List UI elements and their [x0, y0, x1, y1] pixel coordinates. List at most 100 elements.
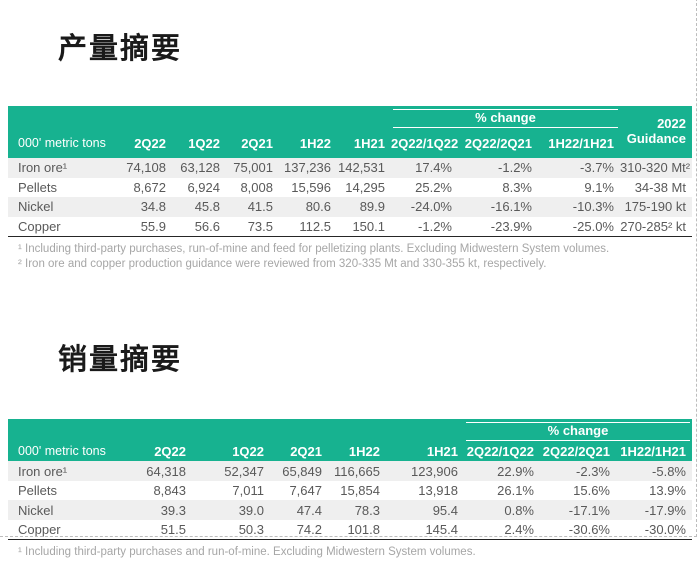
pct-change-label: % change [466, 422, 690, 442]
column-header-row: 000' metric tons 2Q22 1Q22 2Q21 1H22 1H2… [8, 441, 692, 462]
data-cell: 14,295 [345, 179, 385, 195]
sales-summary-table-wrap: % change 000' metric tons 2Q22 1Q22 2Q21… [8, 419, 699, 560]
table-row-iron-ore: Iron ore¹ 74,108 63,128 75,001 137,236 1… [8, 158, 692, 178]
data-cell: 7,011 [232, 483, 264, 499]
pct-change-header-cell: % change [464, 419, 692, 442]
data-cell: -1.2% [418, 218, 452, 234]
table-row-pellets: Pellets 8,843 7,011 7,647 15,854 13,918 … [8, 480, 692, 501]
data-cell: 39.0 [238, 502, 264, 518]
data-cell: -17.9% [644, 502, 686, 518]
data-cell: 270-285² kt [620, 218, 686, 234]
data-cell: 13,918 [418, 483, 458, 499]
data-cell: 101.8 [347, 522, 380, 538]
data-cell: 26.1% [497, 483, 534, 499]
data-cell: 9.1% [584, 179, 614, 195]
data-cell: 47.4 [296, 502, 322, 518]
column-header: 2Q22 [112, 128, 172, 158]
data-cell: 45.8 [194, 199, 220, 215]
production-summary-title: 产量摘要 [58, 31, 183, 65]
column-header: 1H22/1H21 [538, 128, 620, 158]
column-header: 1Q22 [192, 441, 270, 462]
guidance-column-header: 2022 Guidance [620, 106, 692, 158]
sales-footnotes: ¹ Including third-party purchases and ru… [18, 545, 699, 560]
data-cell: 89.9 [359, 199, 385, 215]
data-cell: 15.6% [573, 483, 610, 499]
data-cell: 95.4 [432, 502, 458, 518]
production-summary-table-wrap: % change 2022 Guidance 000' metric tons … [8, 106, 699, 272]
row-label: Pellets [18, 179, 58, 195]
column-header: 2Q22/2Q21 [458, 128, 538, 158]
header-spacer [8, 106, 391, 128]
data-cell: 13.9% [649, 483, 686, 499]
data-cell: 52,347 [224, 463, 264, 479]
pct-change-label: % change [393, 109, 618, 128]
column-header: 2Q22/2Q21 [540, 441, 616, 462]
row-label: Iron ore¹ [18, 463, 68, 479]
data-cell: -30.0% [644, 522, 686, 538]
column-header-row: 000' metric tons 2Q22 1Q22 2Q21 1H22 1H2… [8, 128, 692, 158]
row-label: Copper [18, 522, 61, 538]
column-header: 2Q22/1Q22 [391, 128, 458, 158]
data-cell: 6,924 [187, 179, 220, 195]
sales-summary-section: 销量摘要 % change 000' metric tons 2Q22 1Q22 [0, 272, 699, 560]
pct-change-band-row: % change [8, 419, 692, 442]
data-cell: 39.3 [160, 502, 186, 518]
data-cell: 41.5 [247, 199, 273, 215]
data-cell: 112.5 [299, 218, 331, 234]
table-row-copper: Copper 55.9 56.6 73.5 112.5 150.1 -1.2% … [8, 216, 692, 237]
column-header: 1H21 [386, 441, 464, 462]
data-cell: 34.8 [140, 199, 166, 215]
data-cell: -1.2% [498, 160, 532, 176]
data-cell: 63,128 [180, 160, 220, 176]
sales-summary-table: % change 000' metric tons 2Q22 1Q22 2Q21… [8, 419, 692, 541]
data-cell: 8,008 [240, 179, 273, 195]
data-cell: 7,647 [289, 483, 322, 499]
row-label: Nickel [18, 199, 54, 215]
data-cell: 8,843 [153, 483, 186, 499]
data-cell: -24.0% [410, 199, 452, 215]
data-cell: 8.3% [502, 179, 532, 195]
data-cell: 15,854 [340, 483, 380, 499]
data-cell: 80.6 [305, 199, 331, 215]
data-cell: 310-320 Mt² [620, 160, 691, 176]
column-header: 1H22/1H21 [616, 441, 692, 462]
column-header: 1H22 [328, 441, 386, 462]
data-cell: 116,665 [333, 463, 380, 479]
data-cell: 74,108 [126, 160, 166, 176]
column-header: 1Q22 [172, 128, 226, 158]
data-cell: 2.4% [504, 522, 534, 538]
table-row-nickel: Nickel 39.3 39.0 47.4 78.3 95.4 0.8% -17… [8, 500, 692, 520]
data-cell: 123,906 [411, 463, 458, 479]
data-cell: 55.9 [140, 218, 166, 234]
data-cell: 75,001 [233, 160, 273, 176]
data-cell: 50.3 [238, 522, 264, 538]
data-cell: 0.8% [504, 502, 534, 518]
data-cell: -10.3% [572, 199, 614, 215]
column-header: 2Q22 [112, 441, 192, 462]
data-cell: 56.6 [194, 218, 220, 234]
data-cell: 78.3 [354, 502, 380, 518]
data-cell: 25.2% [415, 179, 452, 195]
production-summary-section: 产量摘要 % change 2022 Guidance 000' metric … [0, 0, 699, 272]
data-cell: 145.4 [425, 522, 458, 538]
footnote: ¹ Including third-party purchases, run-o… [18, 243, 610, 255]
footnote: ² Iron ore and copper production guidanc… [18, 258, 547, 271]
data-cell: -23.9% [490, 218, 532, 234]
pct-change-band-row: % change 2022 Guidance [8, 106, 692, 158]
column-header: 1H22 [279, 128, 337, 158]
data-cell: 51.5 [160, 522, 186, 538]
row-label: Iron ore¹ [18, 160, 68, 176]
data-cell: 15,596 [291, 179, 331, 195]
data-cell: 142,531 [338, 160, 385, 176]
data-cell: -25.0% [572, 218, 614, 234]
data-cell: 22.9% [497, 463, 534, 479]
data-cell: 65,849 [282, 463, 322, 479]
pct-change-header-cell: % change [391, 106, 620, 128]
data-cell: 64,318 [146, 463, 186, 479]
row-label: Nickel [18, 502, 54, 518]
footnote: ¹ Including third-party purchases and ru… [18, 546, 476, 559]
table-row-pellets: Pellets 8,672 6,924 8,008 15,596 14,295 … [8, 177, 692, 197]
data-cell: 150.1 [352, 218, 385, 234]
column-header: 2Q21 [226, 128, 279, 158]
data-cell: -30.6% [568, 522, 610, 538]
